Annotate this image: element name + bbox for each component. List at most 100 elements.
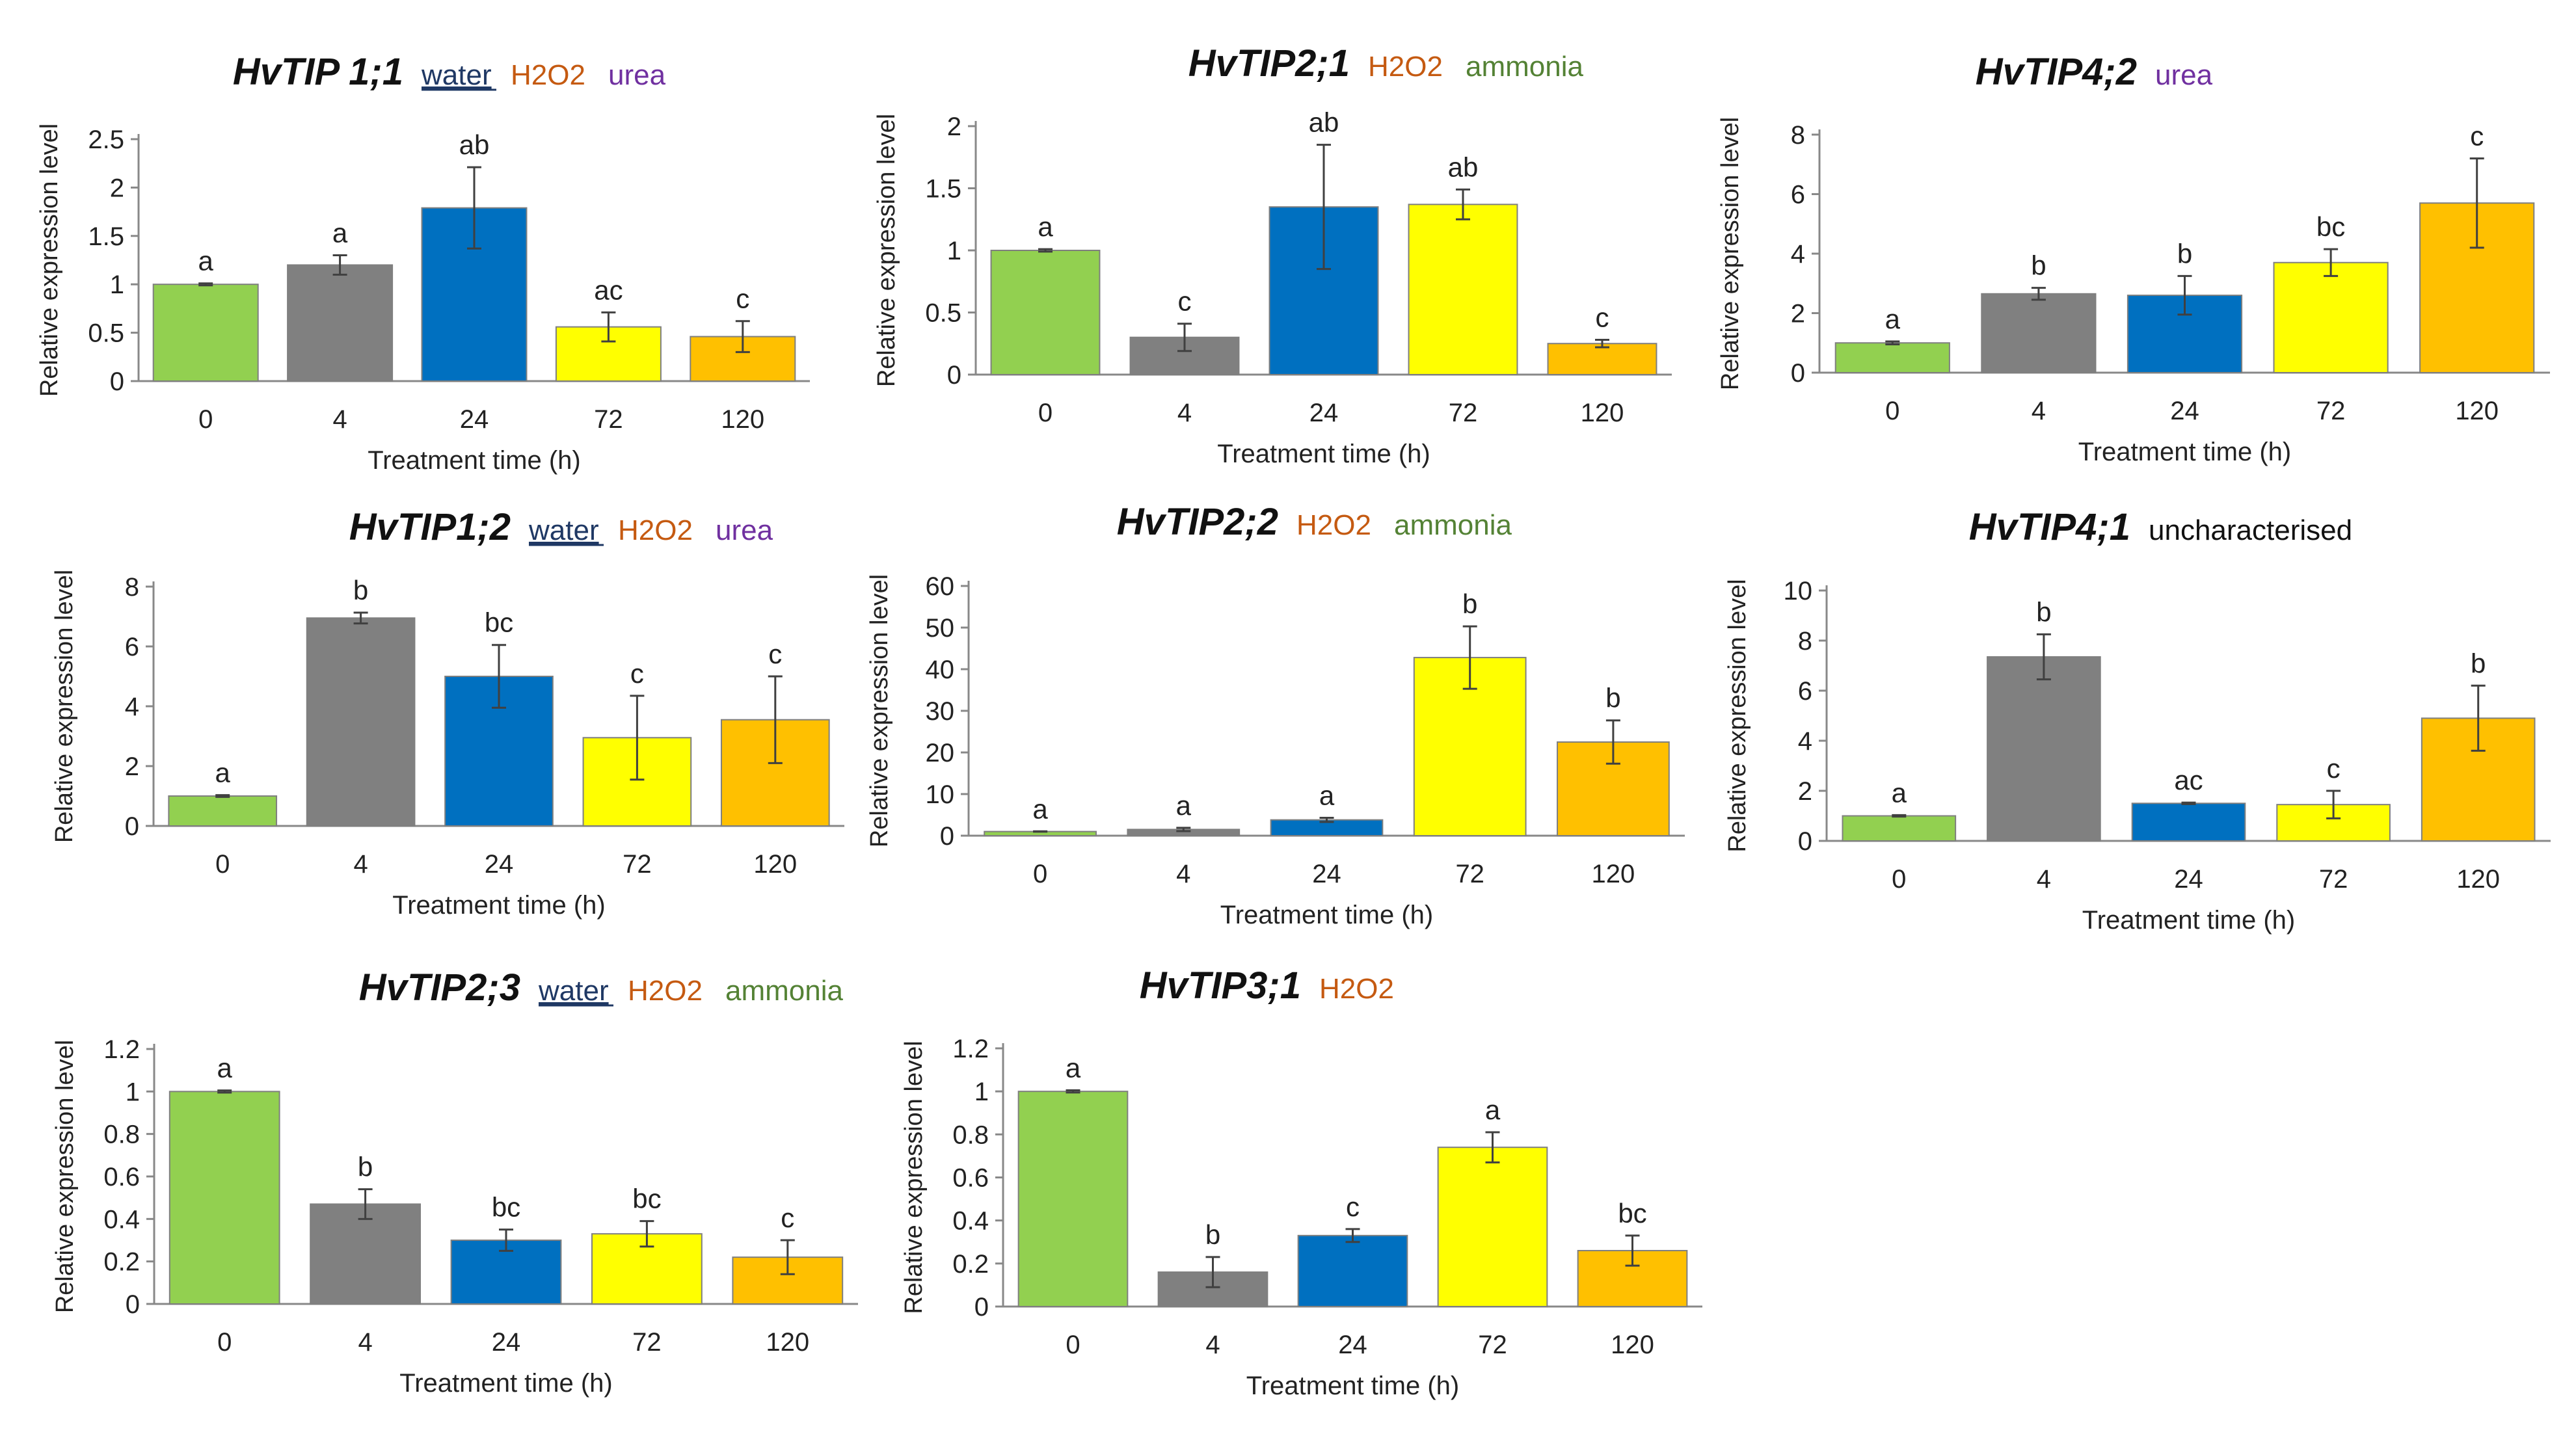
- y-tick-label: 40: [926, 656, 955, 684]
- x-tick-label: 120: [1581, 399, 1624, 427]
- x-tick-label: 24: [492, 1328, 521, 1357]
- y-tick-label: 2: [110, 174, 124, 202]
- y-tick-label: 8: [1798, 627, 1812, 656]
- x-tick-label: 0: [198, 405, 213, 434]
- significance-letter: b: [1205, 1219, 1220, 1250]
- significance-letter: bc: [632, 1184, 661, 1214]
- x-tick-label: 72: [623, 850, 652, 879]
- y-tick-label: 1.5: [925, 175, 961, 204]
- y-tick-label: 10: [926, 780, 955, 809]
- x-tick-label: 120: [2456, 865, 2500, 894]
- y-tick-label: 20: [926, 739, 955, 767]
- substrate-label: H2O2: [618, 514, 693, 546]
- significance-letter: bc: [1618, 1198, 1646, 1228]
- x-tick-label: 24: [2170, 397, 2199, 425]
- bar: [1547, 343, 1657, 375]
- bar: [310, 1203, 421, 1305]
- x-tick-label: 120: [766, 1328, 809, 1357]
- y-tick-label: 2.5: [88, 126, 124, 154]
- y-tick-label: 0: [110, 367, 124, 396]
- x-tick-label: 0: [1066, 1331, 1080, 1359]
- substrate-label: urea: [608, 59, 666, 91]
- bar: [990, 250, 1101, 375]
- substrate-label: H2O2: [1296, 509, 1371, 541]
- y-tick-label: 50: [926, 614, 955, 643]
- x-axis-label: Treatment time (h): [1217, 440, 1430, 468]
- significance-letter: a: [1892, 777, 1907, 808]
- x-tick-label: 24: [1338, 1331, 1367, 1359]
- y-tick-label: 2: [125, 752, 139, 781]
- significance-letter: a: [1319, 780, 1335, 810]
- x-tick-label: 0: [1885, 397, 1899, 425]
- x-tick-label: 0: [1038, 399, 1053, 427]
- significance-letter: ab: [459, 129, 490, 160]
- bar: [2273, 261, 2389, 373]
- y-tick-label: 4: [1791, 240, 1805, 269]
- x-tick-label: 24: [1309, 399, 1339, 427]
- x-tick-label: 4: [1176, 860, 1190, 888]
- y-axis-label: Relative expression level: [873, 114, 900, 387]
- y-tick-label: 2: [1791, 300, 1805, 328]
- bar: [1987, 656, 2101, 842]
- y-axis-label: Relative expression level: [866, 574, 893, 847]
- x-axis-label: Treatment time (h): [399, 1369, 612, 1398]
- significance-letter: c: [1178, 286, 1192, 317]
- x-tick-label: 72: [1449, 399, 1478, 427]
- x-tick-label: 24: [460, 405, 489, 434]
- x-tick-label: 0: [217, 1328, 232, 1357]
- significance-letter: b: [353, 575, 368, 605]
- chart-title: HvTIP1;2: [349, 506, 511, 548]
- x-tick-label: 0: [1892, 865, 1906, 894]
- significance-letter: bc: [492, 1192, 520, 1223]
- significance-letter: b: [2031, 250, 2046, 281]
- significance-letter: c: [1346, 1191, 1360, 1222]
- y-tick-label: 4: [1798, 727, 1812, 756]
- x-tick-label: 24: [485, 850, 514, 879]
- significance-letter: a: [1485, 1095, 1501, 1125]
- y-tick-label: 1: [974, 1078, 989, 1106]
- x-tick-label: 4: [358, 1328, 372, 1357]
- y-tick-label: 0.2: [103, 1248, 140, 1277]
- x-tick-label: 120: [753, 850, 797, 879]
- y-tick-label: 0: [1791, 359, 1805, 388]
- y-tick-label: 2: [1798, 777, 1812, 806]
- significance-letter: b: [2471, 648, 2486, 678]
- y-tick-label: 0: [125, 812, 139, 841]
- y-tick-label: 1.2: [103, 1035, 140, 1064]
- substrate-label: ammonia: [1394, 509, 1512, 541]
- x-tick-label: 120: [2455, 397, 2499, 425]
- bar: [1408, 204, 1518, 375]
- y-tick-label: 0.8: [952, 1121, 989, 1149]
- chart-title: HvTIP4;1: [1969, 506, 2130, 548]
- significance-letter: ac: [2174, 765, 2203, 795]
- x-tick-label: 72: [632, 1328, 662, 1357]
- significance-letter: a: [215, 758, 231, 788]
- bar: [168, 795, 278, 827]
- x-tick-label: 120: [721, 405, 764, 434]
- bar: [1834, 342, 1950, 373]
- substrate-label: water: [528, 514, 599, 546]
- bar: [168, 1091, 280, 1305]
- x-tick-label: 72: [2316, 397, 2346, 425]
- chart-panel: HvTIP4;1 uncharacterised0246810a0b4ac24c7…: [1724, 506, 2551, 935]
- x-tick-label: 120: [1592, 860, 1635, 888]
- bar: [2131, 803, 2246, 842]
- y-tick-label: 0.2: [952, 1250, 989, 1279]
- x-tick-label: 0: [1033, 860, 1047, 888]
- significance-letter: a: [1176, 790, 1192, 821]
- y-tick-label: 0: [947, 361, 961, 390]
- y-tick-label: 6: [125, 633, 139, 661]
- x-tick-label: 24: [2174, 865, 2203, 894]
- y-axis-label: Relative expression level: [51, 570, 78, 843]
- x-axis-label: Treatment time (h): [368, 446, 580, 475]
- substrate-label: H2O2: [511, 59, 585, 91]
- substrate-label: urea: [2155, 59, 2213, 91]
- x-axis-label: Treatment time (h): [1220, 901, 1433, 929]
- y-axis-label: Relative expression level: [1724, 579, 1751, 852]
- significance-letter: c: [2470, 121, 2484, 152]
- bar: [1157, 1271, 1268, 1307]
- significance-letter: a: [1066, 1053, 1081, 1083]
- x-tick-label: 4: [2037, 865, 2051, 894]
- chart-panel: HvTIP2;2 H2O2 ammonia 0 10 20 30 40 50 60 a 0 a 4 a 24 b…: [866, 501, 1685, 929]
- y-tick-label: 0.4: [103, 1205, 140, 1234]
